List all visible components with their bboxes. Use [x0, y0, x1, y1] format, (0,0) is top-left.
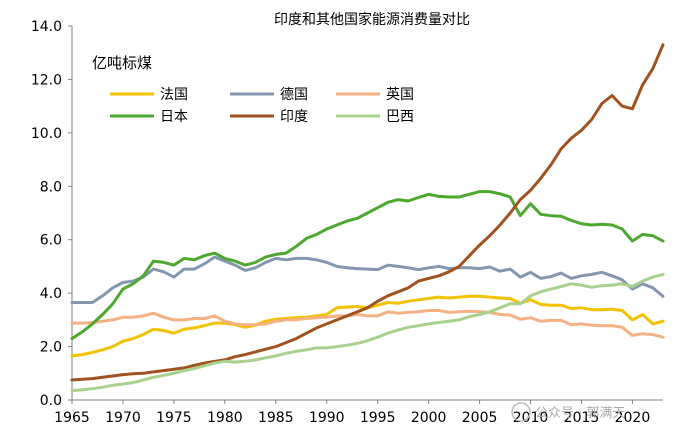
- x-tick-label: 2000: [411, 410, 447, 426]
- legend-label: 法国: [160, 87, 188, 103]
- legend-label: 印度: [280, 109, 308, 125]
- legend-item: 英国: [336, 86, 414, 103]
- x-tick-label: 2015: [564, 410, 600, 426]
- series-line-日本: [70, 190, 665, 341]
- x-tick-label: 2005: [462, 410, 498, 426]
- x-tick-label: 2010: [513, 410, 549, 426]
- x-tick-label: 1975: [156, 410, 192, 426]
- axes: 0.0 2.0 4.0 6.0 8.0 10.0 12.0 14.0 1965 1970 1975 1…: [31, 19, 663, 426]
- y-tick-label: 2.0: [40, 340, 62, 356]
- legend-label: 巴西: [386, 109, 414, 125]
- y-tick-label: 14.0: [31, 19, 62, 35]
- legend-label: 日本: [160, 109, 188, 125]
- x-tick-label: 1985: [258, 410, 294, 426]
- y-tick-label: 12.0: [31, 72, 62, 88]
- y-tick-label: 8.0: [40, 179, 62, 195]
- x-tick-label: 2020: [615, 410, 651, 426]
- wechat-logo-icon: [511, 402, 531, 422]
- x-tick-label: 1990: [309, 410, 345, 426]
- watermark-text: 公众号 · 郭满天: [535, 405, 625, 421]
- y-tick-label: 0.0: [40, 393, 62, 409]
- x-tick-label: 1980: [207, 410, 243, 426]
- legend-item: 法国: [110, 87, 188, 103]
- y-tick-label: 6.0: [40, 233, 62, 249]
- x-tick-label: 1970: [105, 410, 141, 426]
- chart-title: 印度和其他国家能源消费量对比: [274, 11, 470, 28]
- series-lines: [70, 43, 665, 393]
- legend-item: 德国: [230, 87, 308, 103]
- series-line-法国: [70, 294, 665, 358]
- legend-label: 德国: [280, 87, 308, 103]
- y-tick-label: 10.0: [31, 126, 62, 142]
- series-line-巴西: [70, 272, 665, 393]
- series-line-英国: [70, 309, 665, 339]
- legend-item: 印度: [230, 109, 308, 125]
- x-tick-label: 1995: [360, 410, 396, 426]
- y-tick-label: 4.0: [40, 286, 62, 302]
- legend-item: 巴西: [336, 109, 414, 125]
- watermark: 公众号 · 郭满天: [511, 402, 625, 422]
- y-unit-label: 亿吨标煤: [92, 54, 152, 72]
- series-line-德国: [70, 255, 665, 304]
- legend-item: 日本: [110, 109, 188, 125]
- x-tick-label: 1965: [54, 410, 90, 426]
- legend-label: 英国: [386, 86, 414, 103]
- series-line-印度: [70, 43, 665, 382]
